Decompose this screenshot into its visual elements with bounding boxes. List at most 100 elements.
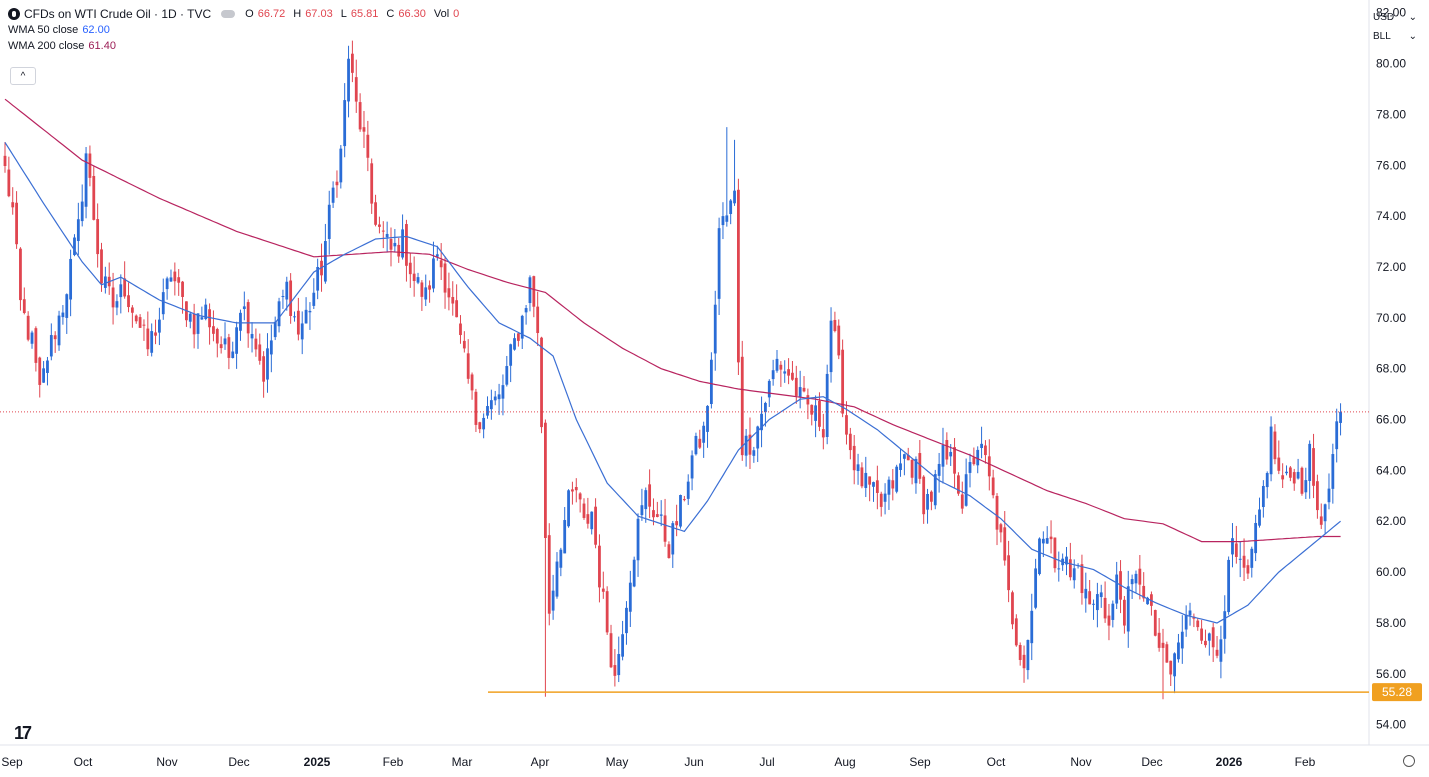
candle-body [628,582,632,612]
candle-body [76,219,80,242]
x-tick-label: Nov [1070,755,1091,769]
x-tick-label: Dec [1141,755,1162,769]
candle-body [397,244,401,257]
close-label: C [386,8,395,20]
candle-body [493,396,497,401]
candle-body [976,449,980,466]
candle-body [196,313,200,334]
candle-body [1269,426,1273,475]
candle-body [15,202,18,245]
candle-body [930,491,933,502]
candle-body [1099,592,1103,598]
candle-body [115,301,119,308]
symbol-title[interactable]: CFDs on WTI Crude Oil · 1D · TVC [24,7,212,21]
candle-body [351,53,354,73]
unit-select[interactable]: BLL ⌄ [1373,28,1417,44]
candle-body [188,313,192,322]
tradingview-logo-icon[interactable]: 17 [14,723,32,743]
candle-body [675,521,679,526]
candle-body [466,353,470,379]
x-tick-label: Aug [834,755,855,769]
candle-body [513,338,516,350]
candle-body [872,482,875,487]
candle-body [65,294,69,318]
candle-body [401,229,404,258]
candle-body [1258,509,1261,526]
candle-body [215,329,219,344]
candle-body [713,304,717,354]
candle-body [1161,642,1165,648]
candle-body [644,490,648,510]
candle-body [1296,471,1300,479]
candle-body [621,634,624,657]
candle-body [1339,411,1342,423]
candle-body [814,405,817,421]
candle-body [239,312,242,331]
candle-body [57,315,61,346]
x-tick-label: Nov [156,755,177,769]
candle-body [1227,559,1231,613]
candle-body [601,588,605,592]
candle-body [285,281,289,300]
collapse-legend-button[interactable]: ^ [10,67,36,85]
candle-body [899,463,902,471]
close-value: 66.30 [398,8,426,20]
candle-body [528,277,532,304]
candle-body [416,277,420,283]
candle-body [775,358,779,371]
candle-body [42,368,45,383]
candle-body [26,315,30,340]
candle-body [806,395,810,405]
x-tick-label: 2026 [1216,755,1243,769]
candle-body [1169,660,1173,675]
candle-body [354,77,358,102]
candle-body [586,514,590,524]
candle-body [1084,588,1088,599]
currency-select[interactable]: USD ⌄ [1373,9,1417,25]
candle-body [69,258,73,300]
candle-body [895,466,899,492]
legend-wma50-row[interactable]: WMA 50 close 62.00 [8,22,463,38]
candle-body [1065,556,1068,565]
candle-body [937,463,941,476]
candle-body [331,187,335,203]
candle-body [1072,568,1076,581]
candle-body [1215,649,1219,656]
candle-body [327,204,331,239]
candle-body [1053,537,1057,569]
candle-body [721,216,725,226]
candle-body [883,493,887,502]
candle-body [744,435,748,456]
y-tick-label: 68.00 [1376,362,1406,376]
candle-body [987,456,991,477]
market-status-icon[interactable] [221,10,236,18]
wma50-value: 62.00 [82,24,110,36]
candle-body [7,169,11,197]
candle-body [648,484,652,507]
candle-body [161,292,165,315]
candle-body [1312,448,1315,486]
candle-body [420,282,424,297]
candle-body [1231,538,1234,555]
candle-body [165,278,169,290]
settings-icon[interactable] [1403,755,1415,767]
candle-body [246,302,250,334]
legend-wma200-row[interactable]: WMA 200 close 61.40 [8,38,463,54]
candle-body [733,190,736,204]
support-price-label: 55.28 [1382,685,1412,699]
open-label: O [245,8,254,20]
candle-body [1300,467,1304,494]
legend-title-row[interactable]: CFDs on WTI Crude Oil · 1D · TVC O 66.72 … [8,6,463,22]
candle-body [123,278,127,297]
candle-body [1180,631,1184,649]
candle-body [1103,597,1107,619]
candle-body [1304,480,1308,493]
candle-body [130,307,134,313]
x-tick-label: Jul [759,755,774,769]
candle-body [821,429,825,438]
candle-body [1146,597,1149,605]
candle-body [1034,568,1038,608]
candle-body [134,315,138,322]
